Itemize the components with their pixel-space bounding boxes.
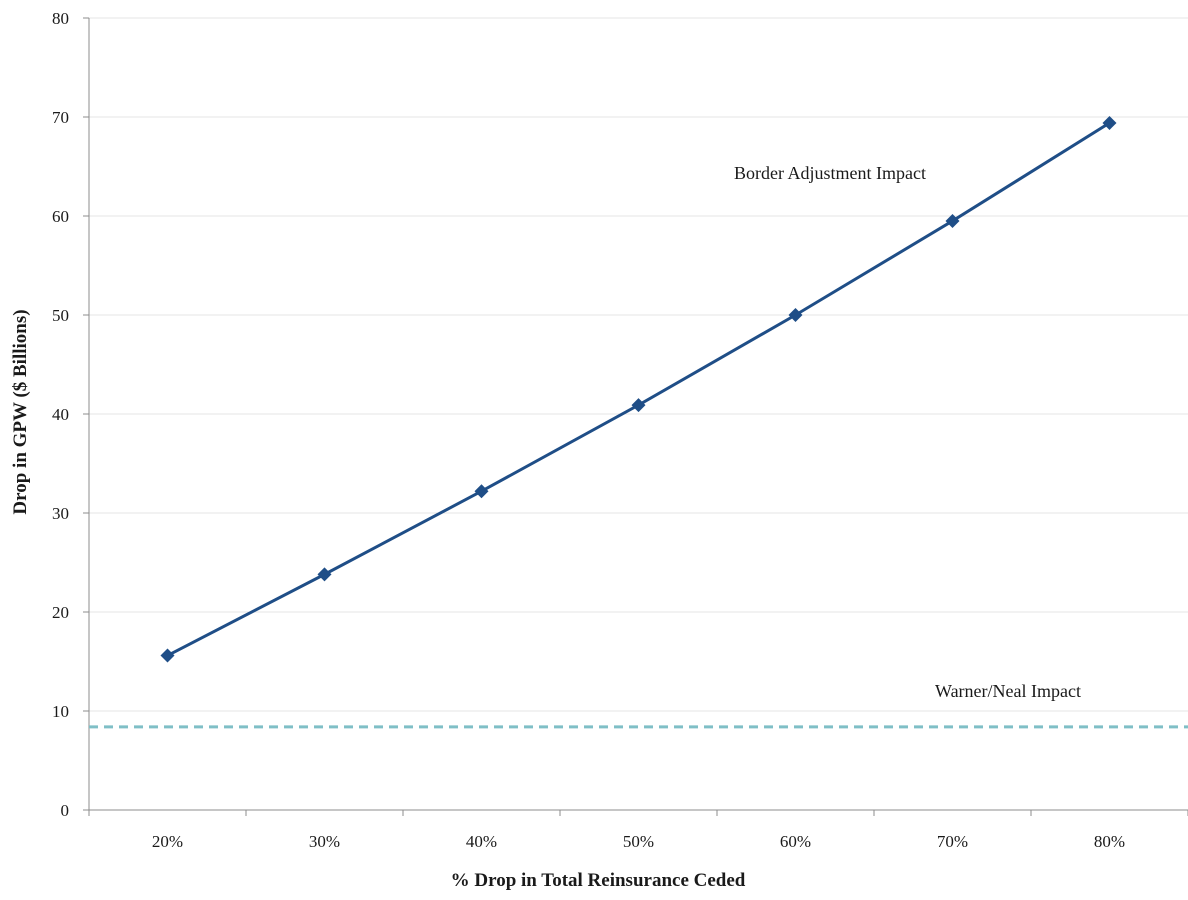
grid-lines — [89, 17, 1188, 712]
x-tick-label: 30% — [309, 832, 340, 851]
data-markers — [160, 115, 1117, 663]
y-axis-title: Drop in GPW ($ Billions) — [10, 309, 31, 514]
data-point-border-adjustment-impact — [1102, 115, 1117, 130]
y-tick-label: 60 — [52, 207, 69, 226]
y-tick-label: 70 — [52, 108, 69, 127]
data-point-border-adjustment-impact — [788, 308, 803, 322]
x-tick-label: 20% — [152, 832, 183, 851]
x-tick-label: 50% — [623, 832, 654, 851]
x-tick-label: 40% — [466, 832, 497, 851]
data-point-border-adjustment-impact — [474, 484, 489, 499]
series-line-border-adjustment-impact — [166, 121, 1111, 657]
y-tick-label: 20 — [52, 603, 69, 622]
y-tick-label: 80 — [52, 9, 69, 28]
x-tick-label: 60% — [780, 832, 811, 851]
y-tick-label: 0 — [61, 801, 70, 820]
y-tick-label: 10 — [52, 702, 69, 721]
axes — [83, 17, 1188, 816]
data-series — [89, 121, 1188, 729]
x-tick-label: 80% — [1094, 832, 1125, 851]
x-axis-title: % Drop in Total Reinsurance Ceded — [451, 870, 746, 891]
tick-labels: 0 10 20 30 40 50 60 70 80 20% 30% 40% 50% 60% 70% 80% — [52, 9, 1125, 851]
x-tick-label: 70% — [937, 832, 968, 851]
data-point-border-adjustment-impact — [945, 213, 960, 228]
series-label-border-adjustment: Border Adjustment Impact — [734, 163, 926, 183]
data-point-border-adjustment-impact — [631, 398, 646, 413]
series-label-warner-neal: Warner/Neal Impact — [935, 681, 1081, 701]
y-tick-label: 40 — [52, 405, 69, 424]
data-point-border-adjustment-impact — [160, 648, 175, 663]
data-point-border-adjustment-impact — [317, 567, 332, 582]
y-tick-label: 30 — [52, 504, 69, 523]
y-tick-label: 50 — [52, 306, 69, 325]
